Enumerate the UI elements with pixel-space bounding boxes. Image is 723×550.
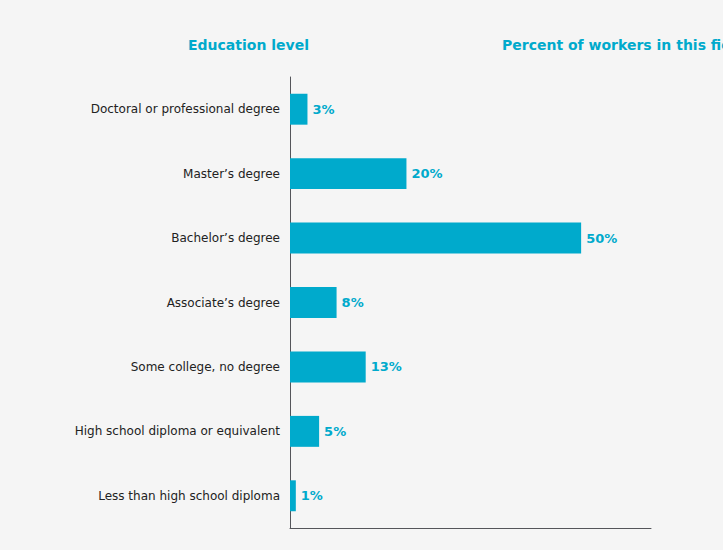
svg-text:1%: 1% — [301, 488, 323, 503]
svg-text:Master’s degree: Master’s degree — [183, 167, 280, 181]
svg-text:13%: 13% — [371, 359, 402, 374]
svg-text:Bachelor’s degree: Bachelor’s degree — [171, 231, 280, 245]
svg-text:3%: 3% — [312, 102, 334, 117]
svg-text:Less than high school diploma: Less than high school diploma — [98, 489, 280, 503]
svg-text:High school diploma or equival: High school diploma or equivalent — [75, 424, 281, 438]
svg-text:20%: 20% — [411, 166, 442, 181]
svg-text:5%: 5% — [324, 424, 346, 439]
svg-text:Education level: Education level — [188, 37, 309, 53]
svg-text:Associate’s degree: Associate’s degree — [167, 296, 280, 310]
svg-text:50%: 50% — [586, 231, 617, 246]
svg-text:Percent of workers in this fie: Percent of workers in this field — [502, 37, 723, 53]
svg-text:Doctoral or professional degre: Doctoral or professional degree — [91, 102, 280, 116]
svg-text:8%: 8% — [342, 295, 364, 310]
svg-text:Some college, no degree: Some college, no degree — [131, 360, 280, 374]
